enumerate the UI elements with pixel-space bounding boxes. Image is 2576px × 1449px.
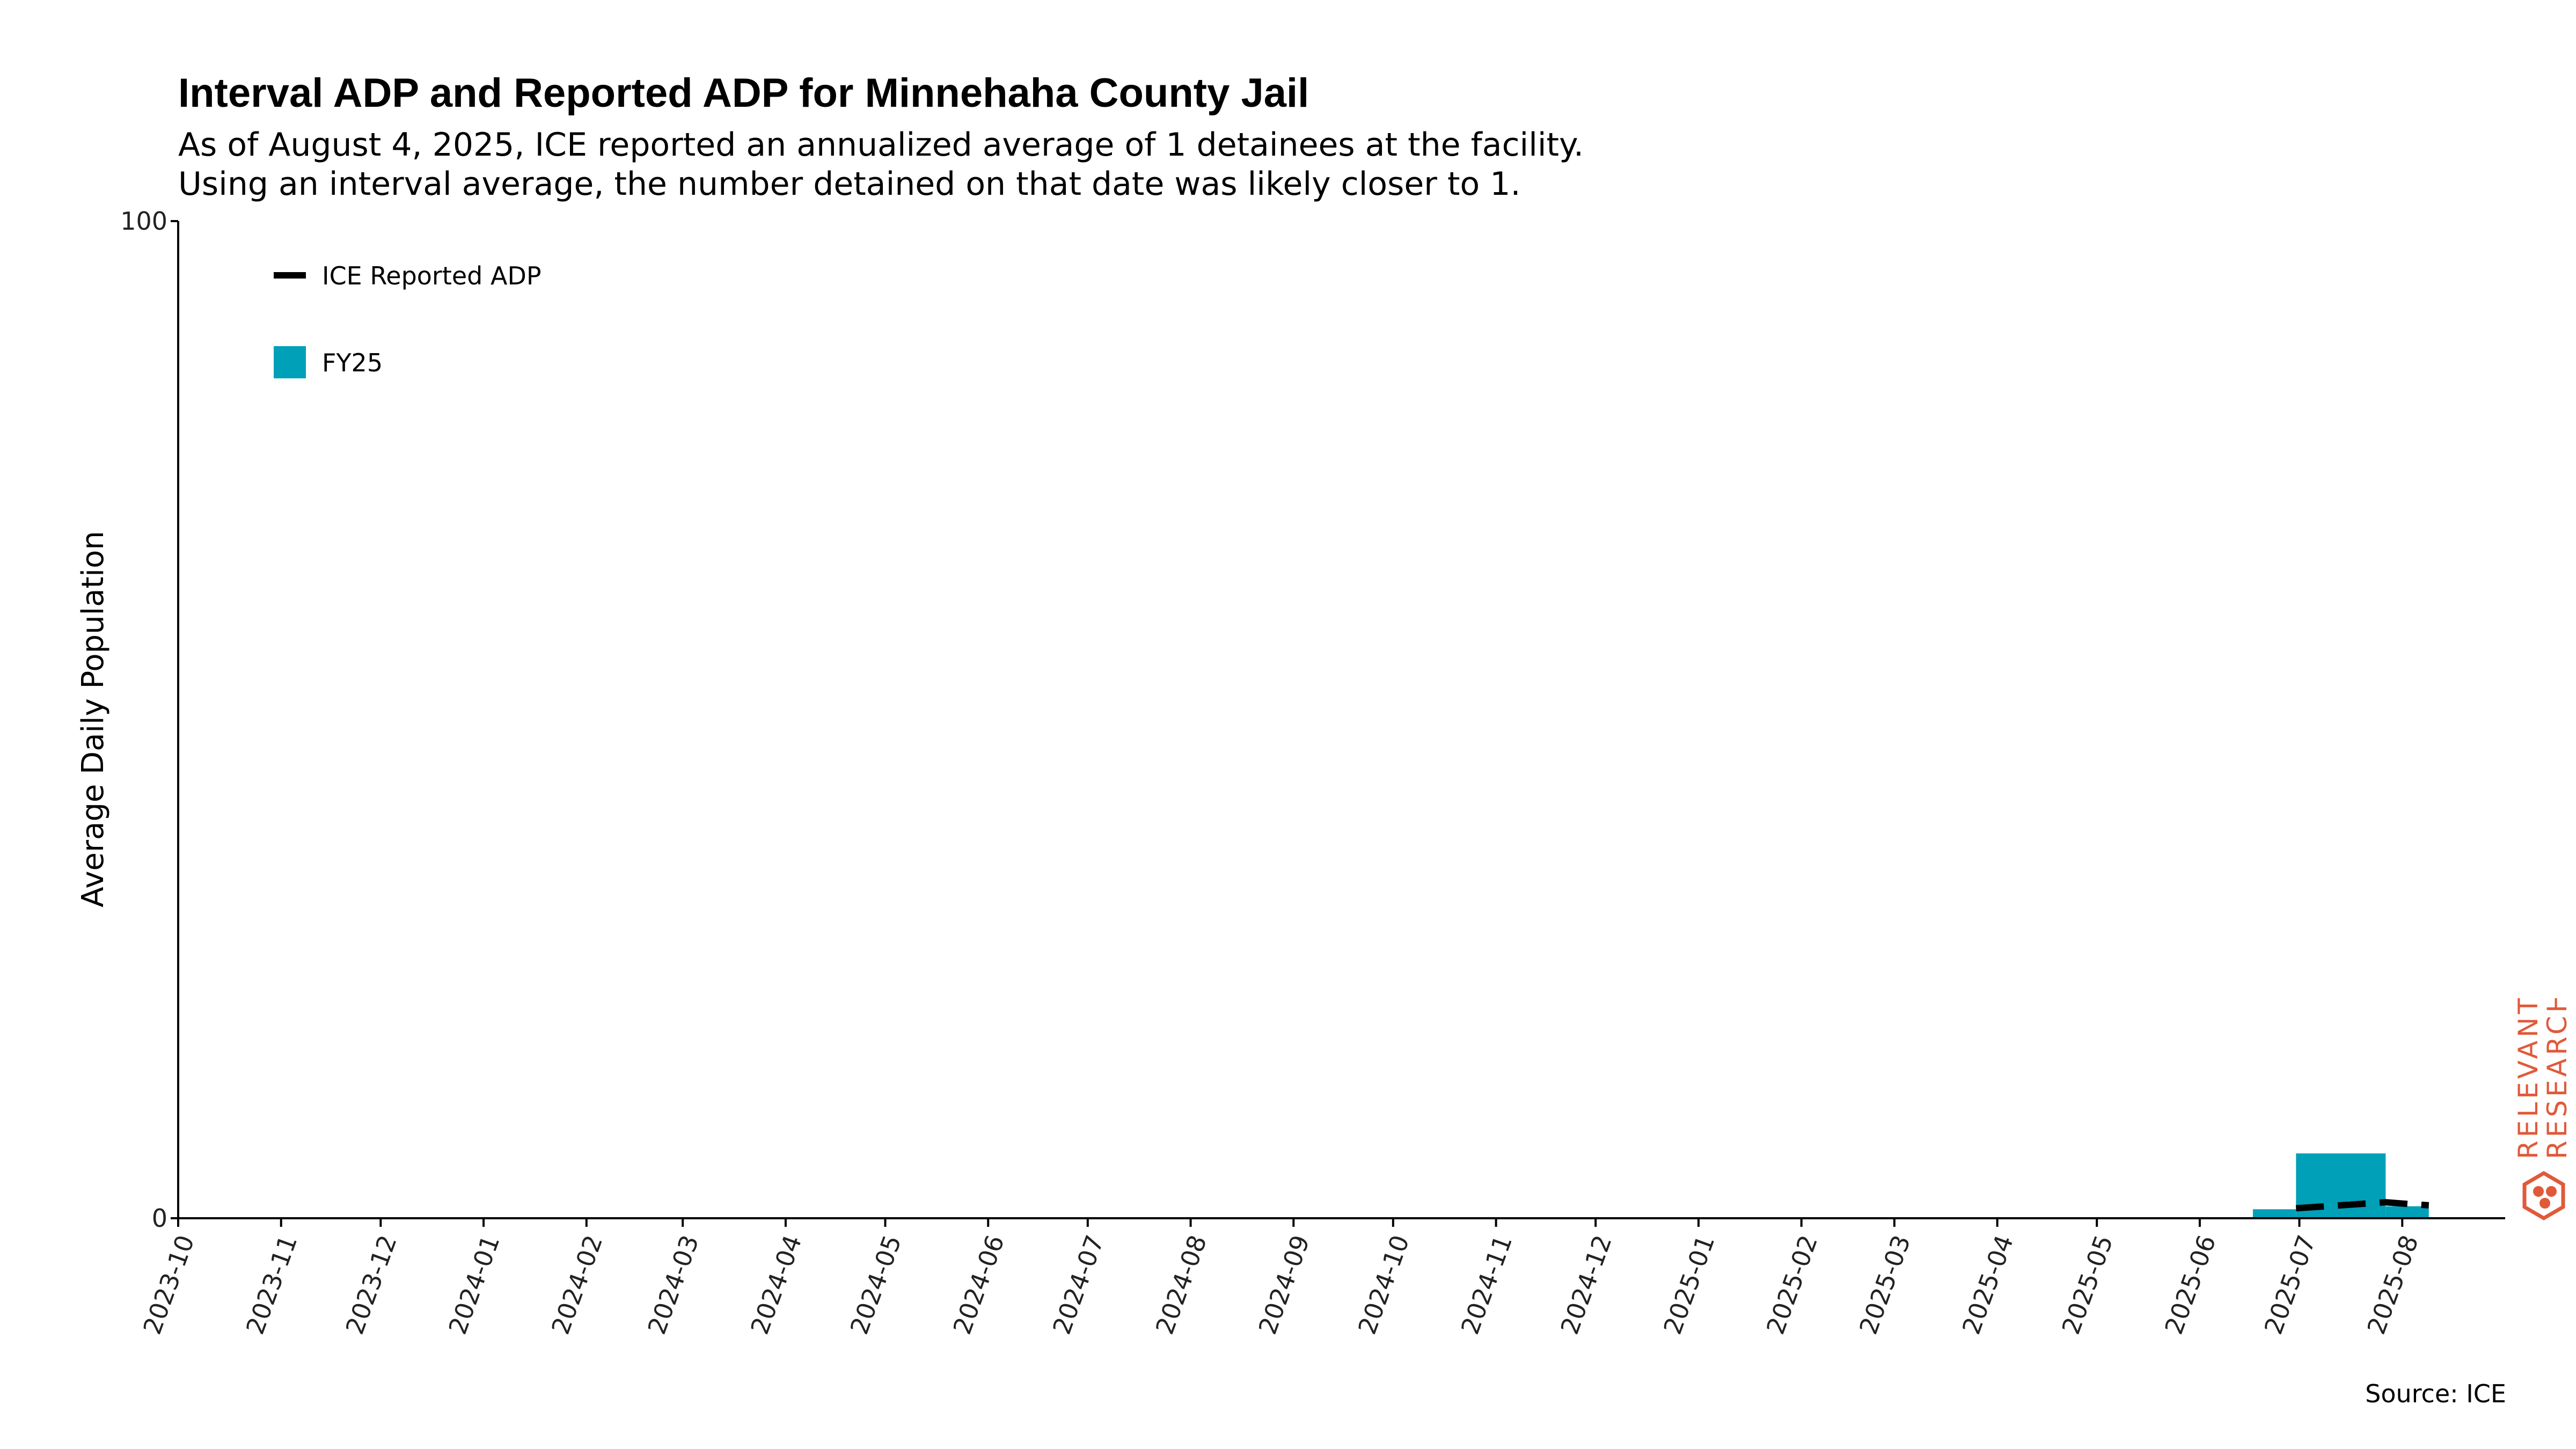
y-axis-label: Average Daily Population bbox=[76, 531, 111, 907]
x-tick-label-8: 2024-06 bbox=[947, 1231, 1009, 1338]
x-tick-label-15: 2025-01 bbox=[1658, 1231, 1720, 1338]
y-tick-label-0: 0 bbox=[152, 1204, 167, 1233]
x-tick-label-3: 2024-01 bbox=[443, 1231, 505, 1338]
x-tick-label-9: 2024-07 bbox=[1047, 1231, 1109, 1338]
bar-fy25-2 bbox=[2385, 1206, 2429, 1218]
x-tick-label-5: 2024-03 bbox=[642, 1231, 704, 1338]
reported-adp-polyline bbox=[2295, 1199, 2429, 1212]
x-tick-label-11: 2024-09 bbox=[1253, 1231, 1315, 1338]
reported-adp-line bbox=[2295, 1199, 2429, 1212]
chart-subtitle-line-2: Using an interval average, the number de… bbox=[178, 165, 1521, 203]
x-tick-label-1: 2023-11 bbox=[240, 1231, 303, 1338]
x-tick-label-0: 2023-10 bbox=[137, 1231, 200, 1338]
source-note: Source: ICE bbox=[2365, 1379, 2506, 1408]
x-tick-label-18: 2025-04 bbox=[1957, 1231, 2019, 1338]
brand-line-2: RESEARCH bbox=[2542, 998, 2573, 1159]
chart-title: Interval ADP and Reported ADP for Minneh… bbox=[178, 70, 1309, 116]
x-tick-label-7: 2024-05 bbox=[845, 1231, 907, 1338]
x-tick-label-17: 2025-03 bbox=[1854, 1231, 1916, 1338]
x-tick-label-22: 2025-08 bbox=[2361, 1231, 2424, 1338]
bar-fy25-0 bbox=[2252, 1209, 2296, 1218]
axes: 0 100 2023-10 2023-11 2023-12 2024-01 2024-02 2… bbox=[120, 207, 2505, 1338]
legend-label-fy25: FY25 bbox=[322, 348, 383, 377]
bar-series bbox=[2252, 1153, 2429, 1218]
x-tick-label-19: 2025-05 bbox=[2056, 1231, 2118, 1338]
x-tick-label-16: 2025-02 bbox=[1761, 1231, 1823, 1338]
x-tick-label-2: 2023-12 bbox=[340, 1231, 402, 1338]
chart-subtitle-line-1: As of August 4, 2025, ICE reported an an… bbox=[178, 126, 1584, 164]
relevant-research-logo: RELEVANT RESEARCH bbox=[2513, 989, 2576, 1224]
x-tick-label-13: 2024-11 bbox=[1455, 1231, 1518, 1338]
x-tick-label-10: 2024-08 bbox=[1150, 1231, 1212, 1338]
x-tick-label-12: 2024-10 bbox=[1352, 1231, 1415, 1338]
x-tick-label-14: 2024-12 bbox=[1555, 1231, 1617, 1338]
x-tick-label-20: 2025-06 bbox=[2159, 1231, 2221, 1338]
x-tick-label-6: 2024-04 bbox=[745, 1231, 807, 1338]
brand-line-1: RELEVANT bbox=[2517, 998, 2544, 1159]
legend-label-reported-adp: ICE Reported ADP bbox=[322, 261, 541, 290]
legend: ICE Reported ADP FY25 bbox=[274, 261, 541, 378]
x-tick-label-4: 2024-02 bbox=[546, 1231, 608, 1338]
y-tick-label-1: 100 bbox=[120, 207, 167, 236]
legend-bar-swatch bbox=[274, 346, 306, 378]
x-tick-label-21: 2025-07 bbox=[2259, 1231, 2321, 1338]
brand-mark-icon bbox=[2522, 1170, 2565, 1221]
